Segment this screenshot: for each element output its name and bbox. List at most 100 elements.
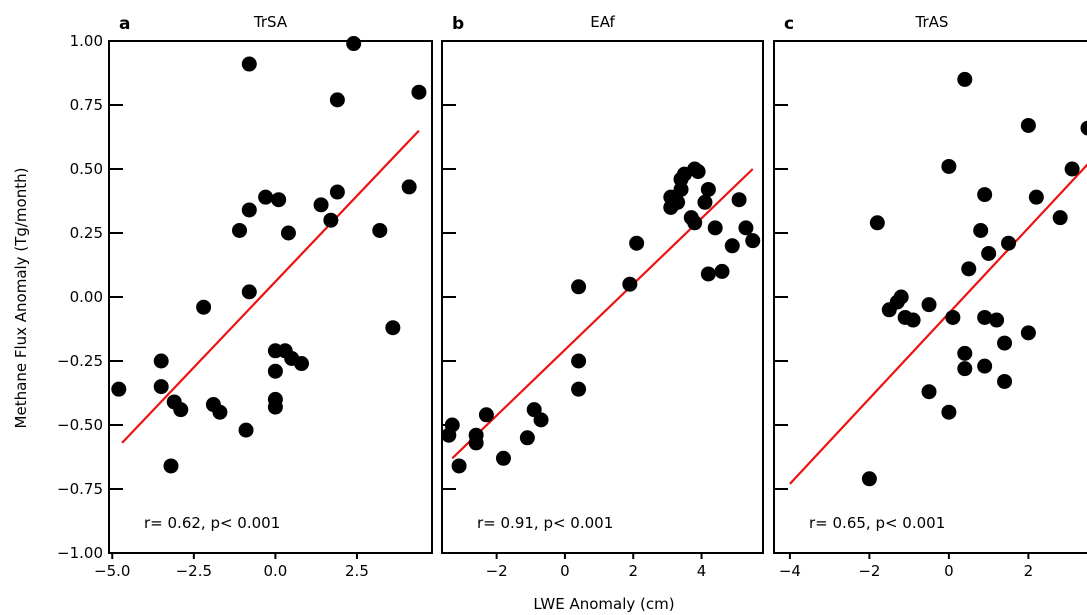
- y-tick-label: 0.50: [70, 160, 103, 178]
- data-point: [977, 309, 993, 325]
- data-point: [571, 279, 587, 295]
- panel-title: TrSA: [253, 13, 288, 31]
- data-point: [977, 187, 993, 203]
- data-point: [451, 458, 467, 474]
- regression-line: [451, 168, 754, 460]
- data-point: [1028, 189, 1044, 205]
- data-point: [401, 179, 417, 195]
- panel-title: TrAS: [915, 13, 949, 31]
- data-point: [941, 158, 957, 174]
- data-point: [571, 353, 587, 369]
- x-tick-label: 0.0: [263, 562, 287, 580]
- panel-frame: [773, 40, 1087, 554]
- panel-frame: [441, 40, 764, 554]
- x-tick-label: 0: [944, 562, 954, 580]
- data-point: [945, 309, 961, 325]
- y-tick-label: 0.75: [70, 96, 103, 114]
- data-point: [533, 412, 549, 428]
- panel-letter: a: [119, 14, 130, 34]
- data-point: [271, 192, 287, 208]
- regression-line: [121, 129, 420, 444]
- data-point: [921, 384, 937, 400]
- data-point: [700, 181, 716, 197]
- y-tick-label: −0.25: [57, 352, 103, 370]
- data-point: [444, 417, 460, 433]
- data-point: [111, 381, 127, 397]
- stats-annotation: r= 0.91, p< 0.001: [477, 514, 613, 532]
- data-point: [714, 263, 730, 279]
- data-point: [258, 189, 274, 205]
- panel-b: −2 0 2 4 b EAf r= 0.91, p< 0.001: [441, 13, 764, 580]
- data-point: [267, 363, 283, 379]
- x-tick-label: −5.0: [94, 562, 130, 580]
- data-point: [697, 194, 713, 210]
- x-tick-label: 2: [1024, 562, 1034, 580]
- data-point: [622, 276, 638, 292]
- x-tick-label: 4: [697, 562, 707, 580]
- data-point: [700, 266, 716, 282]
- data-point: [981, 245, 997, 261]
- data-point: [957, 361, 973, 377]
- data-point: [468, 427, 484, 443]
- x-tick-label: −2: [486, 562, 508, 580]
- data-point: [329, 92, 345, 108]
- x-tick-label: 0: [560, 562, 570, 580]
- data-point: [280, 225, 296, 241]
- stats-annotation: r= 0.62, p< 0.001: [144, 514, 280, 532]
- data-point: [690, 164, 706, 180]
- y-tick-label: 1.00: [70, 32, 103, 50]
- data-point: [293, 356, 309, 372]
- data-point: [941, 404, 957, 420]
- data-point: [957, 71, 973, 87]
- data-point: [478, 407, 494, 423]
- data-point: [861, 471, 877, 487]
- data-point: [670, 194, 686, 210]
- data-point: [571, 381, 587, 397]
- data-point: [893, 289, 909, 305]
- panel-letter: b: [452, 14, 464, 34]
- data-point: [267, 399, 283, 415]
- x-tick-label: −2.5: [176, 562, 212, 580]
- data-point: [163, 458, 179, 474]
- x-tick-label: 2: [628, 562, 638, 580]
- x-tick-label: −4: [779, 562, 801, 580]
- data-point: [961, 261, 977, 277]
- data-point: [745, 233, 761, 249]
- data-point: [313, 197, 329, 213]
- data-point: [957, 345, 973, 361]
- data-point: [173, 402, 189, 418]
- y-tick-label: −1.00: [57, 544, 103, 562]
- data-point: [1080, 120, 1087, 136]
- data-point: [869, 215, 885, 231]
- data-point: [1001, 235, 1017, 251]
- x-axis-label: LWE Anomaly (cm): [533, 595, 674, 613]
- data-point: [731, 192, 747, 208]
- data-point: [238, 422, 254, 438]
- data-point: [323, 212, 339, 228]
- data-point: [738, 220, 754, 236]
- panel-c: −4 −2 0 2 c TrAS r= 0.65, p< 0.001: [773, 13, 1087, 580]
- data-point: [707, 220, 723, 236]
- data-point: [997, 335, 1013, 351]
- data-point: [977, 358, 993, 374]
- data-point: [921, 297, 937, 313]
- panel-title: EAf: [590, 13, 615, 31]
- data-point: [241, 202, 257, 218]
- data-point: [629, 235, 645, 251]
- data-point: [989, 312, 1005, 328]
- y-tick-label: −0.50: [57, 416, 103, 434]
- data-point: [687, 215, 703, 231]
- data-point: [1052, 210, 1068, 226]
- data-point: [1020, 325, 1036, 341]
- data-point: [1020, 117, 1036, 133]
- x-tick-label: 2.5: [345, 562, 369, 580]
- data-point: [385, 320, 401, 336]
- data-point: [519, 430, 535, 446]
- panels: −1.00−0.75−0.50−0.250.000.250.500.751.00…: [57, 13, 1087, 580]
- data-point: [905, 312, 921, 328]
- y-axis-label: Methane Flux Anomaly (Tg/month): [12, 168, 30, 429]
- panel-letter: c: [784, 14, 794, 34]
- data-point: [329, 184, 345, 200]
- data-point: [232, 222, 248, 238]
